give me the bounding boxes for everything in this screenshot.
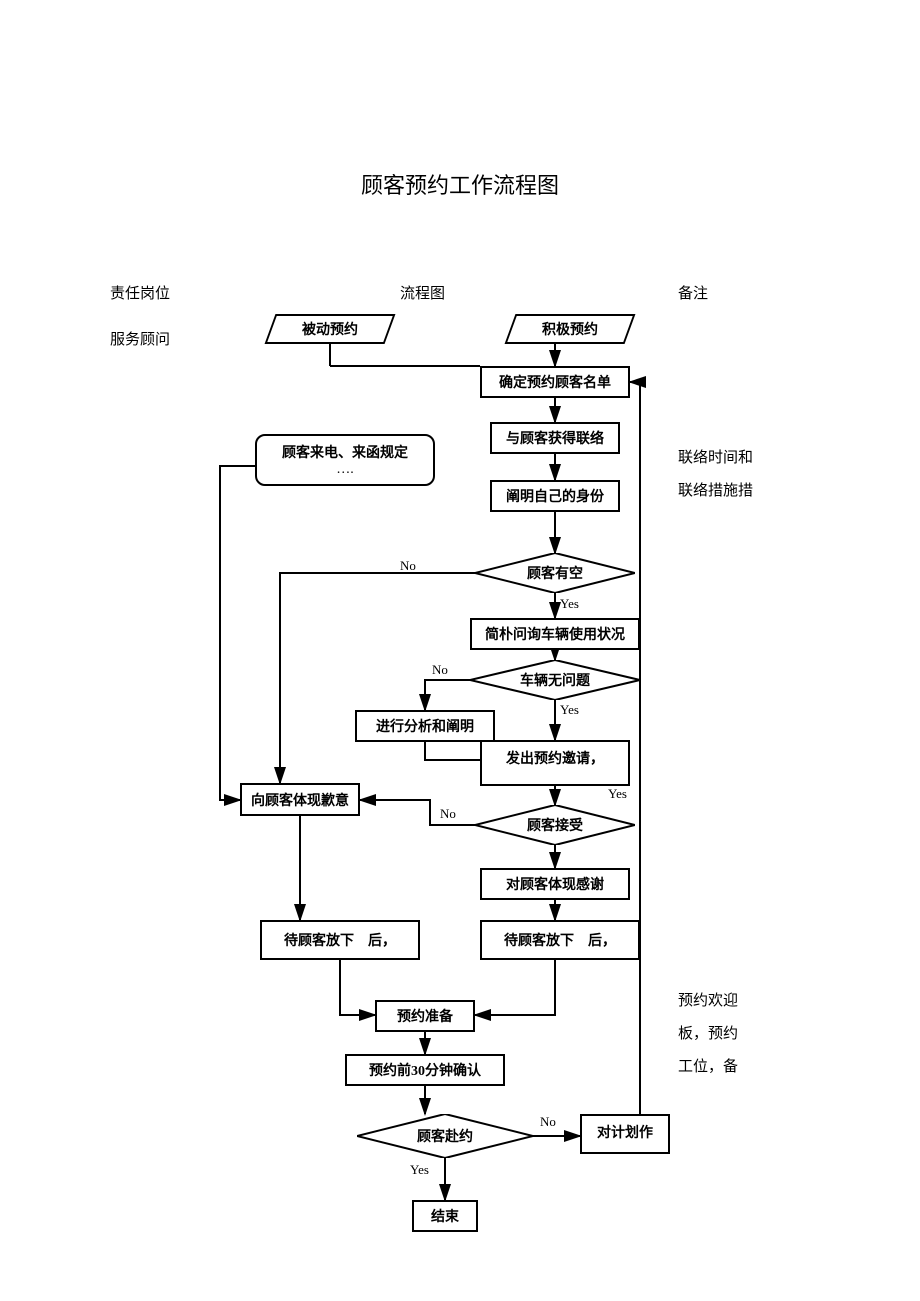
label-yes-4: Yes — [410, 1162, 429, 1178]
col-flowchart: 流程图 — [400, 282, 445, 303]
node-ask-usage: 简朴问询车辆使用状况 — [470, 618, 640, 650]
node-confirm30: 预约前30分钟确认 — [345, 1054, 505, 1086]
note-prepare: 预约欢迎 板，预约 工位，备 — [678, 985, 738, 1084]
node-confirm-list: 确定预约顾客名单 — [480, 366, 630, 398]
label-yes-2: Yes — [560, 702, 579, 718]
node-apologize: 向顾客体现歉意 — [240, 783, 360, 816]
node-wait-left: 待顾客放下 后， — [260, 920, 420, 960]
node-call-letter-text: 顾客来电、来函规定 — [282, 442, 408, 462]
node-prepare: 预约准备 — [375, 1000, 475, 1032]
label-yes-3: Yes — [608, 786, 627, 802]
col-responsibility: 责任岗位 — [110, 282, 170, 303]
node-adjust: 对计划作 — [580, 1114, 670, 1154]
node-wait-right: 待顾客放下 后， — [480, 920, 640, 960]
label-no-2: No — [432, 662, 448, 678]
node-active: 积极预约 — [505, 314, 636, 344]
note-contact: 联络时间和 联络措施措 — [678, 442, 753, 508]
node-call-letter: 顾客来电、来函规定 …. — [255, 434, 435, 486]
label-no-3: No — [440, 806, 456, 822]
node-invite: 发出预约邀请， — [480, 740, 630, 786]
label-no-4: No — [540, 1114, 556, 1130]
node-call-letter-sub: …. — [336, 462, 354, 478]
node-end: 结束 — [412, 1200, 478, 1232]
node-contact-customer: 与顾客获得联络 — [490, 422, 620, 454]
col-notes: 备注 — [678, 282, 708, 303]
node-passive: 被动预约 — [265, 314, 396, 344]
label-yes-1: Yes — [560, 596, 579, 612]
label-no-1: No — [400, 558, 416, 574]
label-service-advisor: 服务顾问 — [110, 328, 170, 349]
node-identify: 阐明自己的身份 — [490, 480, 620, 512]
page-title: 顾客预约工作流程图 — [0, 168, 920, 200]
node-analyze: 进行分析和阐明 — [355, 710, 495, 742]
node-thanks: 对顾客体现感谢 — [480, 868, 630, 900]
